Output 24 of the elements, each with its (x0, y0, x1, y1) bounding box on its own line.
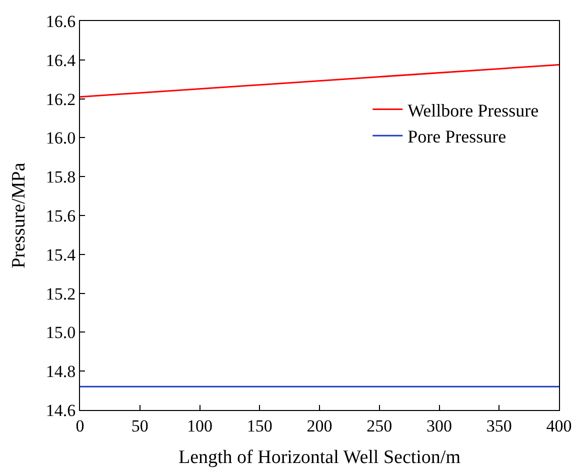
y-axis-title: Pressure/MPa (8, 162, 30, 268)
y-tick-label: 14.8 (46, 362, 76, 382)
y-tick-label: 16.0 (46, 128, 76, 148)
x-tick-label: 200 (306, 416, 332, 436)
y-tick-label: 15.6 (46, 206, 76, 226)
x-tick-label: 100 (187, 416, 212, 436)
y-tick-label: 14.6 (46, 400, 76, 420)
x-tick-label: 400 (546, 416, 572, 436)
legend-label: Pore Pressure (408, 126, 506, 147)
legend-label: Wellbore Pressure (408, 100, 539, 120)
x-tick-label: 250 (366, 416, 392, 436)
y-tick-label: 15.8 (46, 168, 76, 187)
y-tick-label: 16.4 (46, 50, 76, 70)
x-tick-label: 300 (426, 416, 452, 436)
y-tick-label: 15.0 (46, 323, 76, 342)
x-axis-title: Length of Horizontal Well Section/m (178, 447, 461, 468)
x-tick-label: 50 (131, 416, 148, 436)
y-tick-label: 16.6 (46, 12, 76, 31)
y-tick-label: 15.4 (46, 245, 76, 264)
x-tick-label: 150 (246, 416, 272, 436)
x-tick-label: 0 (76, 416, 84, 436)
x-tick-label: 350 (486, 416, 512, 436)
y-tick-label: 15.2 (46, 284, 76, 304)
y-tick-label: 16.2 (46, 90, 76, 109)
